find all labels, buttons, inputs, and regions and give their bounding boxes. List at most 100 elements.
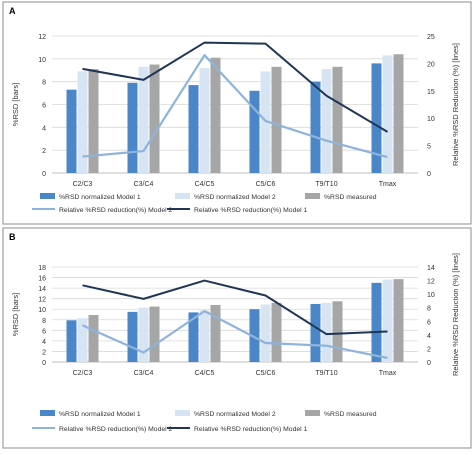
legend-swatch — [175, 193, 190, 199]
legend-swatch — [305, 193, 320, 199]
chart-panel-a: A 0 2 4 6 8 10 12 0 5 10 15 20 25 %RSD [bars] Relative … — [2, 1, 472, 225]
legend-swatch — [40, 410, 55, 416]
series-line — [82, 279, 388, 336]
y-left-axis-title: %RSD [bars] — [11, 83, 20, 126]
y-left-tick-label: 0 — [42, 360, 46, 367]
bar — [271, 302, 282, 362]
bar — [260, 304, 271, 362]
bar — [249, 309, 260, 362]
y-left-tick-label: 2 — [42, 349, 46, 356]
bar — [382, 55, 393, 173]
bar — [149, 64, 160, 173]
bar — [199, 67, 210, 173]
legend-swatch — [175, 410, 190, 416]
chart-panel-b: B 0 2 4 6 8 10 12 14 16 18 0 2 4 6 8 10 12 14 %RSD [bars] Re… — [2, 227, 472, 449]
y-left-tick-label: 12 — [38, 34, 46, 41]
bar — [393, 54, 404, 174]
y-right-tick-label: 4 — [427, 333, 431, 340]
legend-label: %RSD normalized Model 2 — [194, 411, 276, 418]
y-left-tick-label: 12 — [38, 297, 46, 304]
bar — [138, 307, 149, 362]
legend-label: %RSD measured — [324, 194, 377, 201]
bar — [310, 303, 321, 362]
y-left-tick-label: 10 — [38, 307, 46, 314]
y-right-tick-label: 5 — [427, 144, 431, 151]
bar — [127, 82, 138, 173]
bar — [210, 57, 221, 173]
x-tick-label: C5/C6 — [256, 370, 276, 377]
y-left-tick-label: 0 — [42, 171, 46, 178]
bar — [138, 66, 149, 173]
legend-label: Relative %RSD reduction(%) Model 2 — [59, 207, 173, 214]
bar — [210, 305, 221, 362]
x-tick-label: C2/C3 — [73, 370, 93, 377]
y-right-tick-label: 0 — [427, 360, 431, 367]
y-left-tick-label: 16 — [38, 276, 46, 283]
x-tick-label: C4/C5 — [195, 181, 215, 188]
y-right-tick-label: 10 — [427, 116, 435, 123]
legend-label: %RSD normalized Model 1 — [59, 194, 141, 201]
y-right-tick-label: 8 — [427, 306, 431, 313]
series-line — [82, 310, 388, 360]
bar — [310, 81, 321, 173]
y-left-axis-title: %RSD [bars] — [11, 293, 20, 336]
bar — [88, 315, 99, 362]
bar — [66, 320, 77, 362]
bar — [260, 71, 271, 173]
bar — [382, 279, 393, 362]
bar — [332, 301, 343, 362]
legend-label: Relative %RSD reduction(%) Model 2 — [59, 426, 173, 433]
x-tick-label: C2/C3 — [73, 181, 93, 188]
bar — [371, 282, 382, 362]
legend-swatch — [305, 410, 320, 416]
y-right-tick-label: 0 — [427, 171, 431, 178]
x-tick-label: C3/C4 — [134, 181, 154, 188]
y-right-tick-label: 2 — [427, 346, 431, 353]
x-tick-label: T9/T10 — [315, 370, 337, 377]
bar — [271, 66, 282, 173]
bar — [188, 85, 199, 173]
x-tick-label: Tmax — [379, 181, 397, 188]
legend-label: Relative %RSD reduction(%) Model 1 — [194, 207, 308, 214]
y-left-tick-label: 4 — [42, 125, 46, 132]
x-tick-label: T9/T10 — [315, 181, 337, 188]
y-left-tick-label: 10 — [38, 57, 46, 64]
bar — [249, 90, 260, 173]
panel-label: B — [9, 232, 16, 242]
x-tick-label: C3/C4 — [134, 370, 154, 377]
bar — [77, 318, 88, 362]
legend-label: %RSD normalized Model 2 — [194, 194, 276, 201]
y-left-tick-label: 8 — [42, 80, 46, 87]
y-left-tick-label: 4 — [42, 339, 46, 346]
y-left-tick-label: 6 — [42, 103, 46, 110]
y-left-tick-label: 2 — [42, 148, 46, 155]
x-tick-label: Tmax — [379, 370, 397, 377]
y-right-tick-label: 10 — [427, 292, 435, 299]
x-tick-label: C5/C6 — [256, 181, 276, 188]
bar — [199, 310, 210, 362]
y-right-tick-label: 12 — [427, 279, 435, 286]
bar — [188, 312, 199, 362]
y-right-tick-label: 14 — [427, 265, 435, 272]
y-left-tick-label: 6 — [42, 328, 46, 335]
y-left-tick-label: 18 — [38, 265, 46, 272]
bar — [321, 69, 332, 173]
legend-label: Relative %RSD reduction(%) Model 1 — [194, 426, 308, 433]
legend-swatch — [40, 193, 55, 199]
y-right-axis-title: Relative %RSD Reduction (%) [lines] — [451, 253, 460, 376]
bar — [321, 302, 332, 362]
bar — [66, 89, 77, 173]
y-left-tick-label: 14 — [38, 286, 46, 293]
bar — [332, 66, 343, 173]
series-line — [82, 41, 389, 133]
bar — [88, 69, 99, 173]
bar — [127, 311, 138, 362]
bar — [149, 306, 160, 362]
bar — [393, 279, 404, 362]
y-right-tick-label: 20 — [427, 61, 435, 68]
y-right-tick-label: 15 — [427, 89, 435, 96]
legend-label: %RSD measured — [324, 411, 377, 418]
bar — [77, 71, 88, 173]
